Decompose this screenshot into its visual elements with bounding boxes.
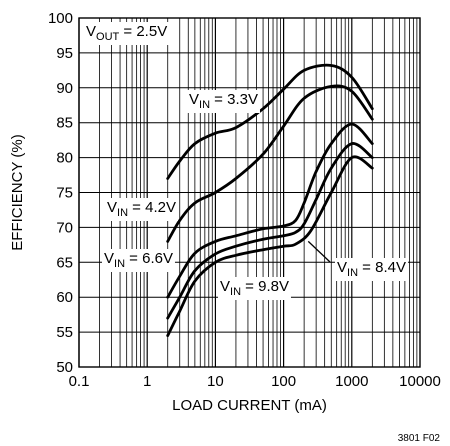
series-label: VIN = 8.4V [335,258,408,281]
vout-condition-label: VOUT = 2.5V [84,22,170,45]
y-tick-label: 55 [56,324,73,341]
label-background [102,249,175,272]
curve-label-layer: VOUT = 2.5V VIN = 3.3V VIN = 4.2V VIN = 6.6… [84,22,408,300]
x-tick-label: 1 [143,373,151,390]
series-line [166,84,374,243]
y-tick-label: 80 [56,150,73,167]
x-axis-title: LOAD CURRENT (mA) [172,397,327,414]
label-text: VOUT = 2.5V [86,23,167,43]
label-background [84,22,170,45]
label-background [187,90,260,113]
plot-border [78,17,421,368]
label-text: VIN = 6.6V [104,250,173,270]
y-tick-label: 100 [48,10,73,27]
tick-label-layer: 0.1 1 10 100 1000 10000 50 55 60 65 70 75 80 85 90 95 10… [48,10,441,390]
y-tick-label: 95 [56,45,73,62]
x-tick-label: 10 [207,373,224,390]
leader-line [307,240,331,263]
label-background [105,198,178,221]
y-tick-label: 50 [56,359,73,376]
series-line [166,63,374,180]
series-label: VIN = 3.3V [187,90,260,113]
series-label: VIN = 4.2V [105,198,178,221]
x-tick-label: 1000 [335,373,368,390]
series-label: VIN = 9.8V [218,277,291,300]
figure-code: 3801 F02 [398,433,441,444]
label-text: VIN = 8.4V [337,259,406,279]
x-tick-label: 100 [271,373,296,390]
y-tick-label: 70 [56,219,73,236]
y-tick-label: 85 [56,115,73,132]
series-label: VIN = 6.6V [102,249,175,272]
series-line [166,142,374,320]
label-text: VIN = 3.3V [189,91,258,111]
series-line [166,155,374,337]
x-tick-label: 10000 [399,373,441,390]
y-tick-label: 60 [56,289,73,306]
y-tick-label: 90 [56,80,73,97]
label-text: VIN = 4.2V [107,199,176,219]
y-axis-title: EFFICIENCY (%) [9,134,26,250]
label-text: VIN = 9.8V [220,278,289,298]
series-layer [166,63,374,337]
label-background [335,258,408,281]
label-background [218,277,291,300]
y-tick-label: 75 [56,185,73,202]
y-tick-label: 65 [56,254,73,271]
x-tick-label: 0.1 [69,373,90,390]
series-line [166,122,374,299]
